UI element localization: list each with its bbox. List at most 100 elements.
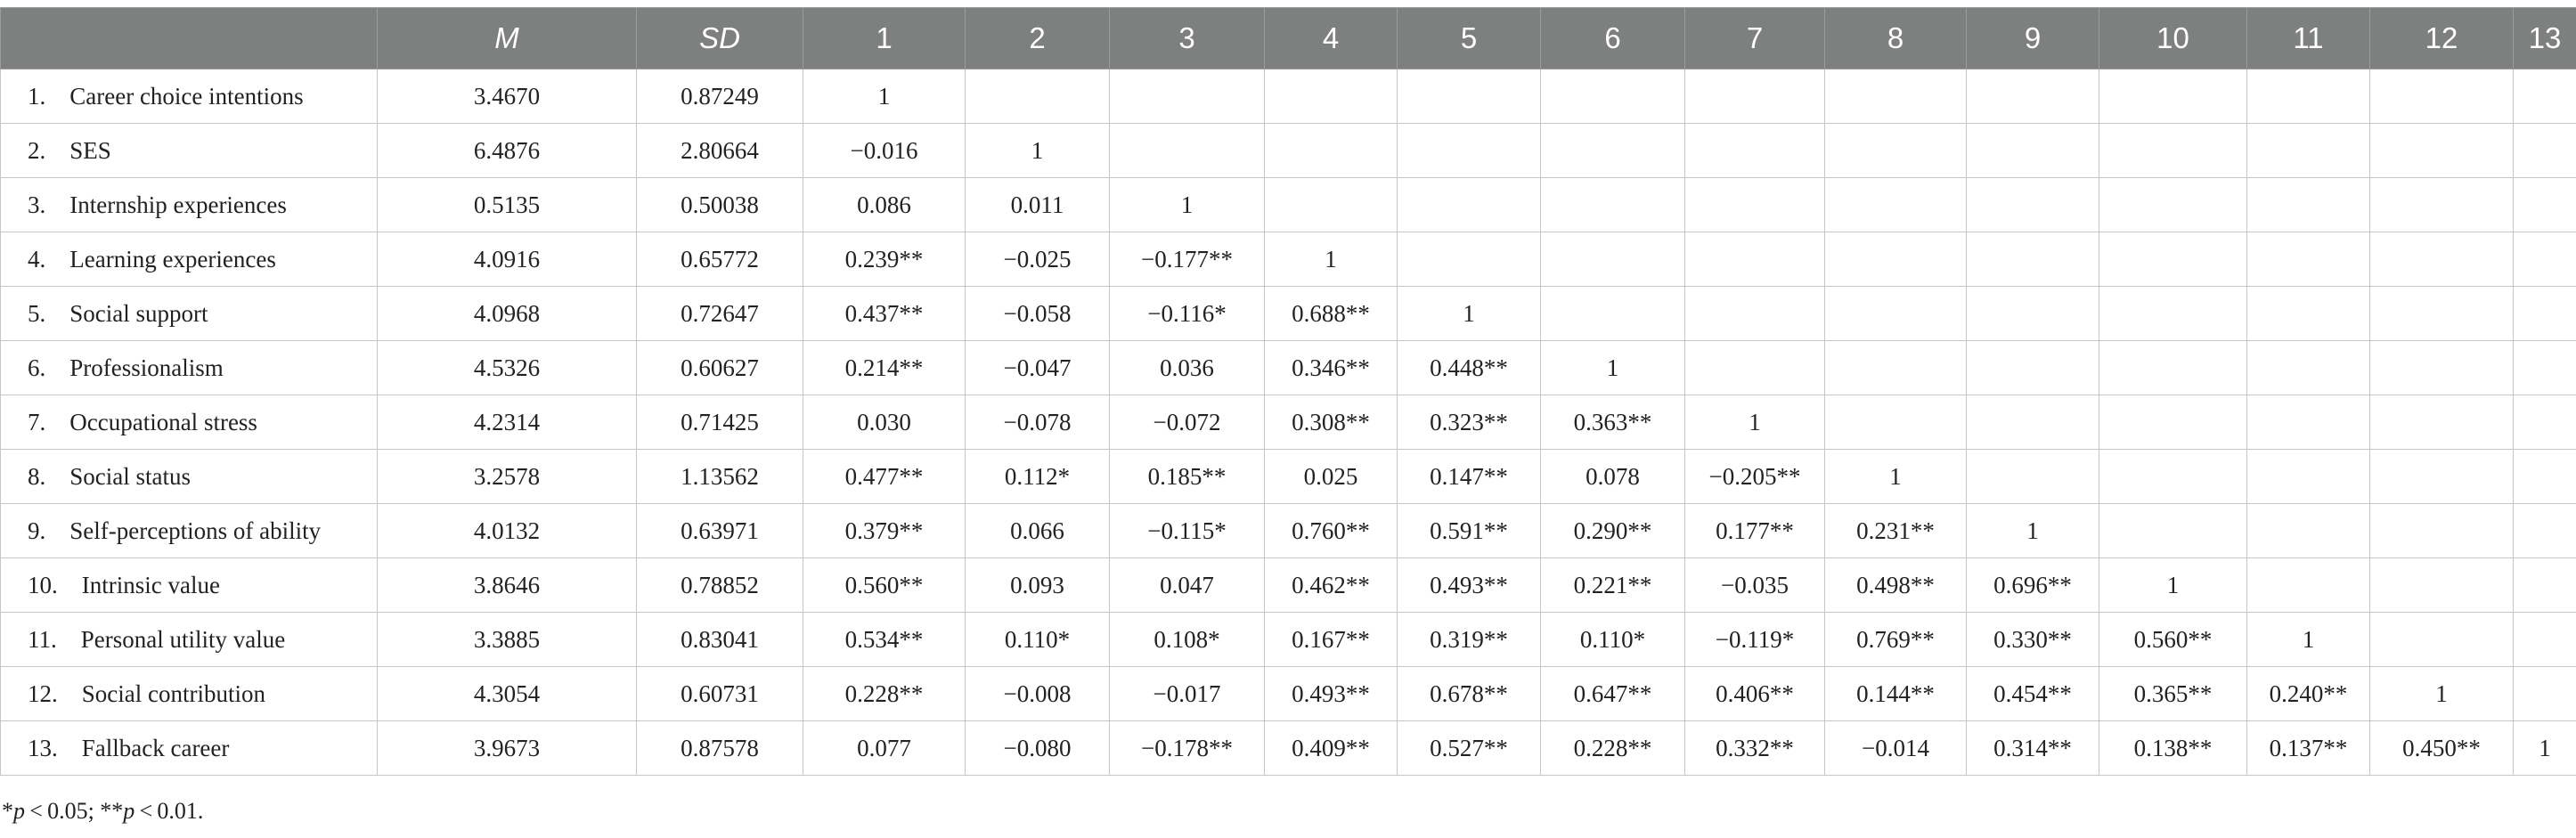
correlation-cell: 0.221**	[1540, 557, 1685, 613]
correlation-cell: −0.047	[965, 340, 1110, 395]
header-sd: SD	[636, 7, 803, 69]
correlation-cell	[1264, 177, 1398, 232]
correlation-cell: 0.112*	[965, 449, 1110, 504]
correlation-cell: 0.078	[1540, 449, 1685, 504]
correlation-cell	[1966, 449, 2099, 504]
variable-cell: 6. Professionalism	[0, 340, 378, 395]
mean-cell: 3.9673	[377, 720, 637, 776]
correlation-cell	[1684, 232, 1825, 287]
correlation-cell	[1109, 123, 1265, 178]
correlation-cell	[2246, 395, 2370, 450]
correlation-cell	[1540, 286, 1685, 341]
correlation-cell: 1	[1264, 232, 1398, 287]
correlation-cell	[2369, 340, 2514, 395]
correlation-cell: −0.080	[965, 720, 1110, 776]
correlation-cell: −0.115*	[1109, 503, 1265, 558]
correlation-cell: 0.409**	[1264, 720, 1398, 776]
correlation-cell: 1	[1824, 449, 1967, 504]
correlation-cell	[1684, 340, 1825, 395]
correlation-cell	[965, 69, 1110, 124]
correlation-cell	[2099, 395, 2247, 450]
correlation-cell	[1824, 395, 1967, 450]
correlation-cell	[1264, 69, 1398, 124]
table-row: 6. Professionalism 4.5326 0.60627 0.214** −0…	[0, 340, 2576, 395]
correlation-cell	[2246, 557, 2370, 613]
correlation-cell: 0.047	[1109, 557, 1265, 613]
table-row: 7. Occupational stress 4.2314 0.71425 0.030…	[0, 395, 2576, 450]
variable-cell: 7. Occupational stress	[0, 395, 378, 450]
correlation-cell	[2369, 69, 2514, 124]
correlation-cell: 0.534**	[803, 612, 966, 667]
correlation-cell: 0.228**	[803, 666, 966, 721]
sd-cell: 0.87249	[636, 69, 803, 124]
table-row: 4. Learning experiences 4.0916 0.65772 0.23…	[0, 232, 2576, 287]
correlation-cell: 0.448**	[1397, 340, 1541, 395]
correlation-cell	[2246, 503, 2370, 558]
mean-cell: 0.5135	[377, 177, 637, 232]
correlation-cell	[1109, 69, 1265, 124]
table-row: 5. Social support 4.0968 0.72647 0.437** −0.…	[0, 286, 2576, 341]
correlation-cell: 0.138**	[2099, 720, 2247, 776]
header-col-7: 7	[1684, 7, 1825, 69]
correlation-cell: 0.346**	[1264, 340, 1398, 395]
footnote-text-1: < 0.05;	[25, 798, 101, 824]
correlation-cell	[2513, 286, 2576, 341]
footnote-p-2: p	[123, 798, 135, 824]
correlation-cell: 0.011	[965, 177, 1110, 232]
correlation-cell: 0.493**	[1264, 666, 1398, 721]
correlation-cell: 0.477**	[803, 449, 966, 504]
correlation-cell: 0.450**	[2369, 720, 2514, 776]
sd-cell: 0.50038	[636, 177, 803, 232]
correlation-cell: 1	[1109, 177, 1265, 232]
header-col-9: 9	[1966, 7, 2099, 69]
correlation-cell	[1264, 123, 1398, 178]
mean-cell: 3.8646	[377, 557, 637, 613]
correlation-cell	[2513, 232, 2576, 287]
sd-cell: 0.87578	[636, 720, 803, 776]
mean-cell: 4.0968	[377, 286, 637, 341]
table-row: 1. Career choice intentions 3.4670 0.87249…	[0, 69, 2576, 124]
correlation-cell: 0.110*	[1540, 612, 1685, 667]
table-body: 1. Career choice intentions 3.4670 0.87249…	[0, 69, 2576, 776]
correlation-cell: −0.116*	[1109, 286, 1265, 341]
correlation-cell	[1540, 232, 1685, 287]
header-col-2: 2	[965, 7, 1110, 69]
correlation-cell: 0.688**	[1264, 286, 1398, 341]
correlation-cell: 0.363**	[1540, 395, 1685, 450]
correlation-cell	[2246, 123, 2370, 178]
correlation-cell	[2513, 177, 2576, 232]
correlation-cell: 0.332**	[1684, 720, 1825, 776]
correlation-cell	[1684, 177, 1825, 232]
correlation-cell: 0.290**	[1540, 503, 1685, 558]
correlation-cell	[1966, 395, 2099, 450]
correlation-cell: 0.493**	[1397, 557, 1541, 613]
correlation-cell	[1684, 286, 1825, 341]
sd-cell: 0.78852	[636, 557, 803, 613]
mean-cell: 4.0132	[377, 503, 637, 558]
correlation-cell: 0.365**	[2099, 666, 2247, 721]
correlation-cell: 0.437**	[803, 286, 966, 341]
correlation-cell	[2369, 123, 2514, 178]
header-col-1: 1	[803, 7, 966, 69]
correlation-cell: 0.462**	[1264, 557, 1398, 613]
correlation-cell	[2099, 69, 2247, 124]
header-col-13: 13	[2513, 7, 2576, 69]
correlation-cell	[2369, 557, 2514, 613]
correlation-cell: 1	[965, 123, 1110, 178]
table-row: 10. Intrinsic value 3.8646 0.78852 0.560** 0…	[0, 557, 2576, 613]
mean-cell: 4.5326	[377, 340, 637, 395]
header-col-4: 4	[1264, 7, 1398, 69]
correlation-cell	[2369, 395, 2514, 450]
correlation-cell: −0.078	[965, 395, 1110, 450]
header-col-5: 5	[1397, 7, 1541, 69]
correlation-cell: 1	[803, 69, 966, 124]
correlation-cell: 0.240**	[2246, 666, 2370, 721]
mean-cell: 3.2578	[377, 449, 637, 504]
correlation-cell: −0.025	[965, 232, 1110, 287]
correlation-cell	[1824, 232, 1967, 287]
correlation-cell: 0.323**	[1397, 395, 1541, 450]
correlation-cell: 0.527**	[1397, 720, 1541, 776]
header-col-10: 10	[2099, 7, 2247, 69]
correlation-cell: 0.110*	[965, 612, 1110, 667]
header-col-6: 6	[1540, 7, 1685, 69]
